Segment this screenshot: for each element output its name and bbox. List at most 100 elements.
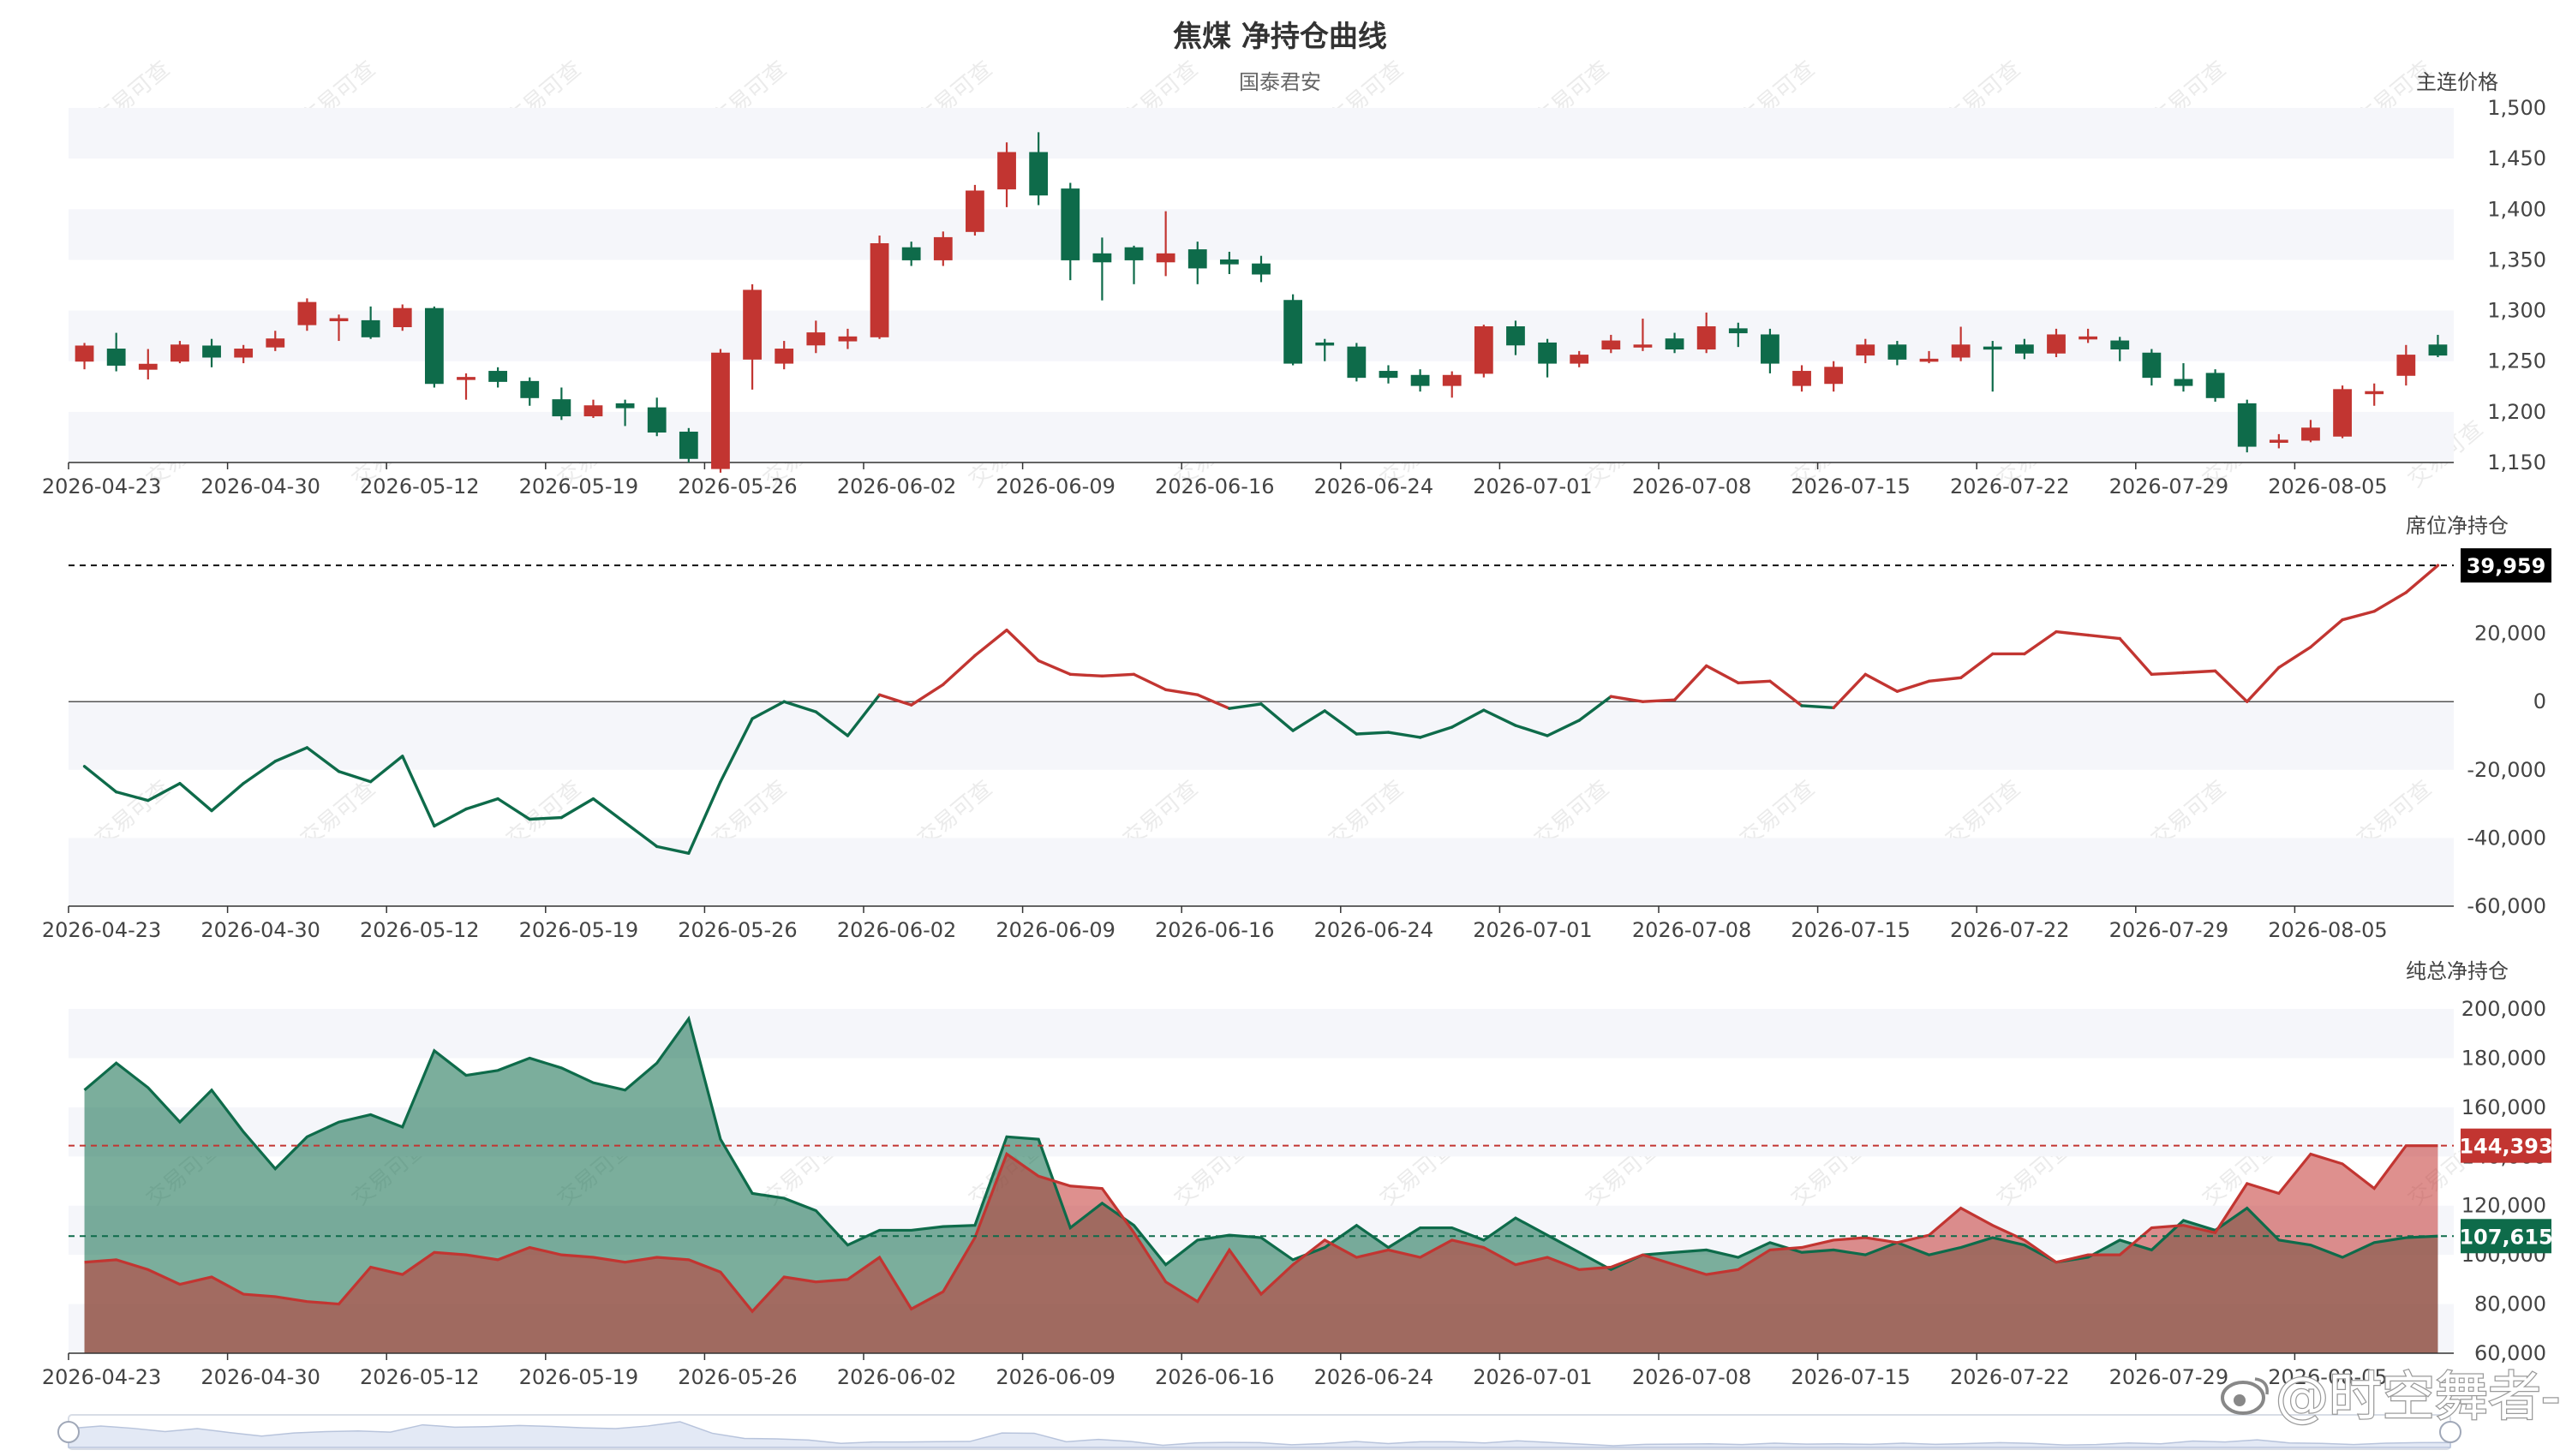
zoom-slider-right-handle[interactable] (2439, 1421, 2461, 1443)
seat-line-segment (464, 797, 499, 811)
seat-line-segment (210, 782, 245, 813)
candle (361, 306, 380, 339)
candle-body (2079, 336, 2098, 340)
x-tick-label: 2026-07-08 (1632, 918, 1751, 942)
candle (838, 328, 858, 349)
candle-body (2014, 344, 2034, 354)
candle (2110, 337, 2130, 361)
candle (1029, 132, 1049, 206)
candle-body (1951, 344, 1971, 358)
seat-line-segment (1577, 695, 1613, 722)
y-tick-label: 0 (2533, 689, 2546, 713)
seat-line-segment (1386, 731, 1422, 739)
candle (1728, 322, 1748, 348)
candle-body (1474, 325, 1493, 374)
candle (1761, 328, 1779, 373)
candle-body (361, 319, 380, 337)
candle-body (1728, 328, 1748, 334)
candle (901, 242, 921, 266)
candle (2047, 328, 2066, 357)
candle (170, 341, 189, 364)
seat-line-segment (114, 790, 150, 803)
candle-body (997, 152, 1016, 190)
candle-body (170, 344, 189, 362)
candle (2269, 433, 2288, 449)
candle (775, 341, 794, 370)
seat-line-segment (2372, 591, 2408, 613)
candle-body (1538, 342, 1557, 364)
x-tick-label: 2026-07-08 (1632, 474, 1751, 498)
zoom-slider-left-handle[interactable] (57, 1421, 80, 1443)
candle (2301, 420, 2320, 443)
candle-body (2174, 379, 2193, 386)
seat-line-segment (1228, 702, 1263, 710)
seat-line-segment (368, 755, 404, 784)
grid-band (69, 838, 2454, 906)
seat-line-segment (1068, 672, 1104, 678)
seat-line-segment (814, 710, 850, 737)
x-tick-label: 2026-08-05 (2268, 918, 2387, 942)
seat-line-segment (147, 782, 182, 803)
value-badge-box (2461, 1219, 2551, 1254)
total-panel-axis: 60,00080,000100,000120,000140,000160,000… (42, 997, 2553, 1389)
x-tick-label: 2026-04-23 (42, 1365, 161, 1389)
y-tick-label: 1,150 (2487, 451, 2546, 474)
candle-body (2110, 340, 2130, 350)
candle-body (838, 336, 858, 342)
x-tick-label: 2026-06-16 (1155, 1365, 1274, 1389)
seat-line-segment (1927, 676, 1963, 683)
seat-line-segment (1037, 659, 1072, 677)
x-tick-label: 2026-06-24 (1314, 918, 1433, 942)
candle-body (2205, 373, 2225, 398)
seat-net-position-series (69, 564, 2454, 856)
candle (2014, 338, 2034, 360)
candle-body (2237, 403, 2257, 447)
candle (1156, 211, 1175, 277)
y-tick-label: 1,350 (2487, 248, 2546, 272)
candle (1474, 325, 1493, 378)
x-tick-label: 2026-08-05 (2268, 1365, 2387, 1389)
y-tick-label: 1,200 (2487, 400, 2546, 424)
zoom-slider[interactable] (57, 1414, 2461, 1450)
candle-body (806, 332, 826, 346)
candle (202, 338, 221, 367)
y-tick-label: -40,000 (2467, 826, 2546, 850)
x-tick-label: 2026-06-24 (1314, 1365, 1433, 1389)
x-tick-label: 2026-07-08 (1632, 1365, 1751, 1389)
candle-body (1887, 344, 1907, 360)
candle-body (1029, 152, 1049, 196)
candle-body (1061, 188, 1080, 260)
x-tick-label: 2026-05-26 (678, 918, 797, 942)
candle (1696, 312, 1716, 354)
candle-body (457, 377, 476, 380)
y-tick-label: 1,400 (2487, 197, 2546, 221)
candle-body (615, 403, 635, 409)
seat-line-segment (1196, 693, 1231, 710)
red-area (84, 1145, 2438, 1353)
candle-body (1761, 334, 1779, 364)
seat-line-segment (1450, 708, 1486, 729)
candle-body (1601, 340, 1621, 350)
candle-body (1442, 374, 1462, 386)
candle-body (75, 345, 94, 362)
seat-line-segment (1546, 719, 1581, 737)
price-panel-axis: 1,150 1,200 1,250 1,300 1,350 1,400 1,450 1,500… (42, 96, 2546, 498)
candle-body (2333, 389, 2352, 437)
y-tick-label: 80,000 (2474, 1292, 2546, 1316)
candle-body (138, 363, 158, 370)
y-tick-label: 1,500 (2487, 96, 2546, 120)
grid-band (69, 108, 2454, 159)
seat-line-segment (496, 797, 531, 821)
seat-line-segment (2246, 665, 2281, 703)
candle-body (1347, 346, 1367, 379)
candle (1283, 294, 1303, 366)
candle-body (1252, 263, 1271, 275)
seat-line-segment (1514, 724, 1549, 737)
seat-line-segment (1355, 731, 1391, 736)
candle (1061, 182, 1080, 281)
seat-line-segment (909, 683, 945, 707)
seat-line-segment (1259, 702, 1295, 732)
candle-body (743, 289, 762, 360)
x-tick-label: 2026-04-30 (200, 474, 320, 498)
x-tick-label: 2026-06-24 (1314, 474, 1433, 498)
